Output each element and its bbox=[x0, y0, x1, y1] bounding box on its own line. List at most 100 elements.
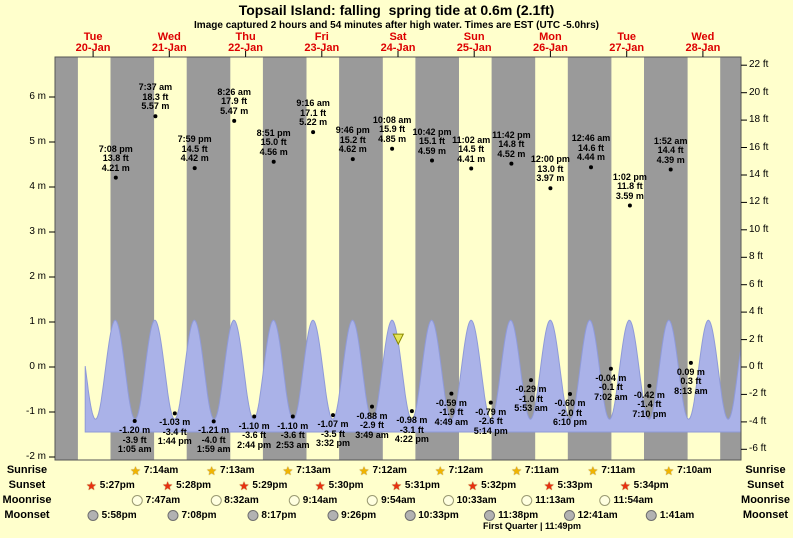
sunrise-entry: ★ 7:10am bbox=[663, 463, 711, 478]
y-axis-left-tick-label: 5 m bbox=[29, 136, 46, 147]
sunrise-entry: ★ 7:11am bbox=[511, 463, 559, 478]
tide-label-line: 13.0 ft bbox=[537, 163, 564, 174]
tide-label-line: 11.8 ft bbox=[617, 181, 643, 191]
high-tide-label: 8:26 am 17.9 ft 5.47 m bbox=[207, 87, 261, 117]
sunset-star-icon: ★ bbox=[543, 478, 555, 493]
tide-label-line: 3.97 m bbox=[536, 173, 565, 184]
day-label-dow: Fri bbox=[314, 31, 329, 43]
tide-label-line: 1:02 pm bbox=[612, 171, 647, 182]
tide-label-line: 0.3 ft bbox=[680, 376, 702, 387]
moonrise-icon bbox=[367, 495, 379, 506]
moonrise-icon bbox=[288, 495, 300, 506]
sunset-row-label-left: Sunset bbox=[8, 479, 46, 491]
low-tide-label: -0.79 m -2.6 ft 5:14 pm bbox=[464, 406, 518, 437]
tide-label-line: 3:49 am bbox=[355, 429, 389, 440]
tide-label-line: 6:10 pm bbox=[552, 417, 587, 427]
y-axis-left-tick-label: 4 m bbox=[29, 181, 46, 192]
day-label-dow: Wed bbox=[691, 31, 715, 43]
day-label-date: 21-Jan bbox=[151, 42, 187, 54]
tide-event-dot bbox=[647, 383, 652, 388]
tide-event-dot bbox=[589, 165, 593, 170]
tide-event-dot bbox=[529, 378, 533, 383]
tide-label-line: -0.04 m bbox=[595, 372, 627, 383]
sunrise-row-label-right: Sunrise bbox=[745, 464, 786, 476]
day-label-date: 20-Jan bbox=[75, 42, 111, 54]
high-tide-label: 7:08 pm 13.8 ft 4.21 m bbox=[89, 144, 143, 174]
moonrise-icon bbox=[131, 495, 143, 506]
tide-label-line: 9:16 am bbox=[296, 98, 330, 109]
low-tide-label: -0.42 m -1.4 ft 7:10 pm bbox=[622, 390, 676, 420]
tide-label-line: 3:32 pm bbox=[315, 438, 350, 449]
low-tide-label: -1.10 m -3.6 ft 2:53 am bbox=[266, 420, 320, 451]
tide-label-line: 9:46 pm bbox=[335, 125, 370, 136]
y-axis-left-tick-label: 1 m bbox=[29, 316, 46, 327]
day-label-dow: Sun bbox=[463, 31, 485, 43]
moonset-time: 1:41am bbox=[659, 510, 695, 521]
y-axis-right-tick-label: 8 ft bbox=[749, 251, 763, 263]
sunrise-entry: ★ 7:12am bbox=[359, 463, 407, 478]
moonset-entry: 11:38pm bbox=[484, 508, 538, 523]
tide-event-dot bbox=[409, 409, 414, 414]
high-tide-label: 1:52 am 14.4 ft 4.39 m bbox=[644, 136, 698, 166]
sunrise-star-icon: ★ bbox=[511, 463, 523, 478]
y-axis-left-tick-label: 3 m bbox=[29, 226, 46, 237]
low-tide-label: -1.03 m -3.4 ft 1:44 pm bbox=[148, 418, 202, 447]
tide-label-line: 0.09 m bbox=[676, 366, 705, 377]
high-tide-label: 9:46 pm 15.2 ft 4.62 m bbox=[326, 126, 380, 155]
low-tide-label: -1.07 m -3.5 ft 3:32 pm bbox=[306, 420, 360, 449]
tide-event-dot bbox=[449, 391, 454, 396]
sunrise-star-icon: ★ bbox=[587, 463, 599, 478]
tide-label-line: 15.9 ft bbox=[379, 124, 406, 135]
tide-label-line: -0.1 ft bbox=[598, 382, 623, 393]
sunrise-time: 7:12am bbox=[448, 465, 484, 476]
tide-label-line: 10:08 am bbox=[372, 114, 412, 125]
tide-curve bbox=[84, 319, 742, 433]
tide-label-line: 4.41 m bbox=[457, 153, 486, 164]
tide-label-line: 4.56 m bbox=[259, 146, 288, 157]
sunrise-entry: ★ 7:12am bbox=[435, 463, 483, 478]
tide-event-dot bbox=[290, 414, 295, 419]
tide-label-line: 5.47 m bbox=[220, 105, 249, 116]
moonset-icon bbox=[247, 510, 259, 521]
y-axis-left-tick-label: -2 m bbox=[26, 451, 46, 462]
sunrise-star-icon: ★ bbox=[206, 463, 218, 478]
tide-event-dot bbox=[390, 146, 395, 151]
moonset-icon bbox=[404, 510, 416, 521]
sunrise-entry: ★ 7:13am bbox=[206, 463, 254, 478]
sunrise-star-icon: ★ bbox=[663, 463, 675, 478]
current-tide-marker-icon bbox=[392, 333, 405, 346]
day-label-date: 28-Jan bbox=[685, 42, 721, 54]
tide-label-line: -1.21 m bbox=[198, 425, 230, 436]
moonset-row-label-right: Moonset bbox=[742, 509, 789, 521]
tide-label-line: 1:59 am bbox=[196, 444, 231, 455]
tide-event-dot bbox=[311, 130, 316, 135]
moonset-entry: 7:08pm bbox=[167, 508, 217, 523]
moonset-entry: 10:33pm bbox=[404, 508, 459, 523]
tide-label-line: 11:02 am bbox=[452, 134, 491, 145]
tide-label-line: -1.10 m bbox=[277, 420, 309, 431]
tide-label-line: -1.9 ft bbox=[439, 407, 464, 418]
moonset-row-label-left: Moonset bbox=[4, 509, 50, 521]
tide-label-line: 1:05 am bbox=[117, 444, 152, 454]
tide-event-dot bbox=[232, 118, 237, 123]
y-axis-left-tick-label: 6 m bbox=[29, 91, 46, 102]
tide-label-line: -0.79 m bbox=[475, 406, 507, 417]
tide-label-line: 5.57 m bbox=[141, 101, 170, 112]
low-tide-label: 0.09 m 0.3 ft 8:13 am bbox=[664, 366, 718, 397]
page-title: Topsail Island: falling spring tide at 0… bbox=[238, 2, 555, 18]
tide-label-line: 12:00 pm bbox=[530, 154, 570, 165]
sunset-entry: ★ 5:33pm bbox=[544, 478, 593, 493]
sunrise-time: 7:14am bbox=[143, 465, 179, 476]
day-label-date: 24-Jan bbox=[380, 42, 416, 54]
sunset-entry: ★ 5:31pm bbox=[391, 478, 440, 493]
high-tide-label: 10:08 am 15.9 ft 4.85 m bbox=[365, 114, 419, 145]
tide-event-dot bbox=[113, 175, 118, 180]
sunrise-time: 7:12am bbox=[372, 465, 407, 476]
low-tide-label: -1.21 m -4.0 ft 1:59 am bbox=[187, 426, 241, 455]
tide-label-line: 2:44 pm bbox=[237, 439, 272, 450]
sunrise-star-icon: ★ bbox=[282, 463, 294, 478]
sunrise-entry: ★ 7:14am bbox=[130, 463, 178, 478]
tide-label-line: 18.3 ft bbox=[142, 91, 169, 102]
tide-event-dot bbox=[548, 186, 553, 191]
